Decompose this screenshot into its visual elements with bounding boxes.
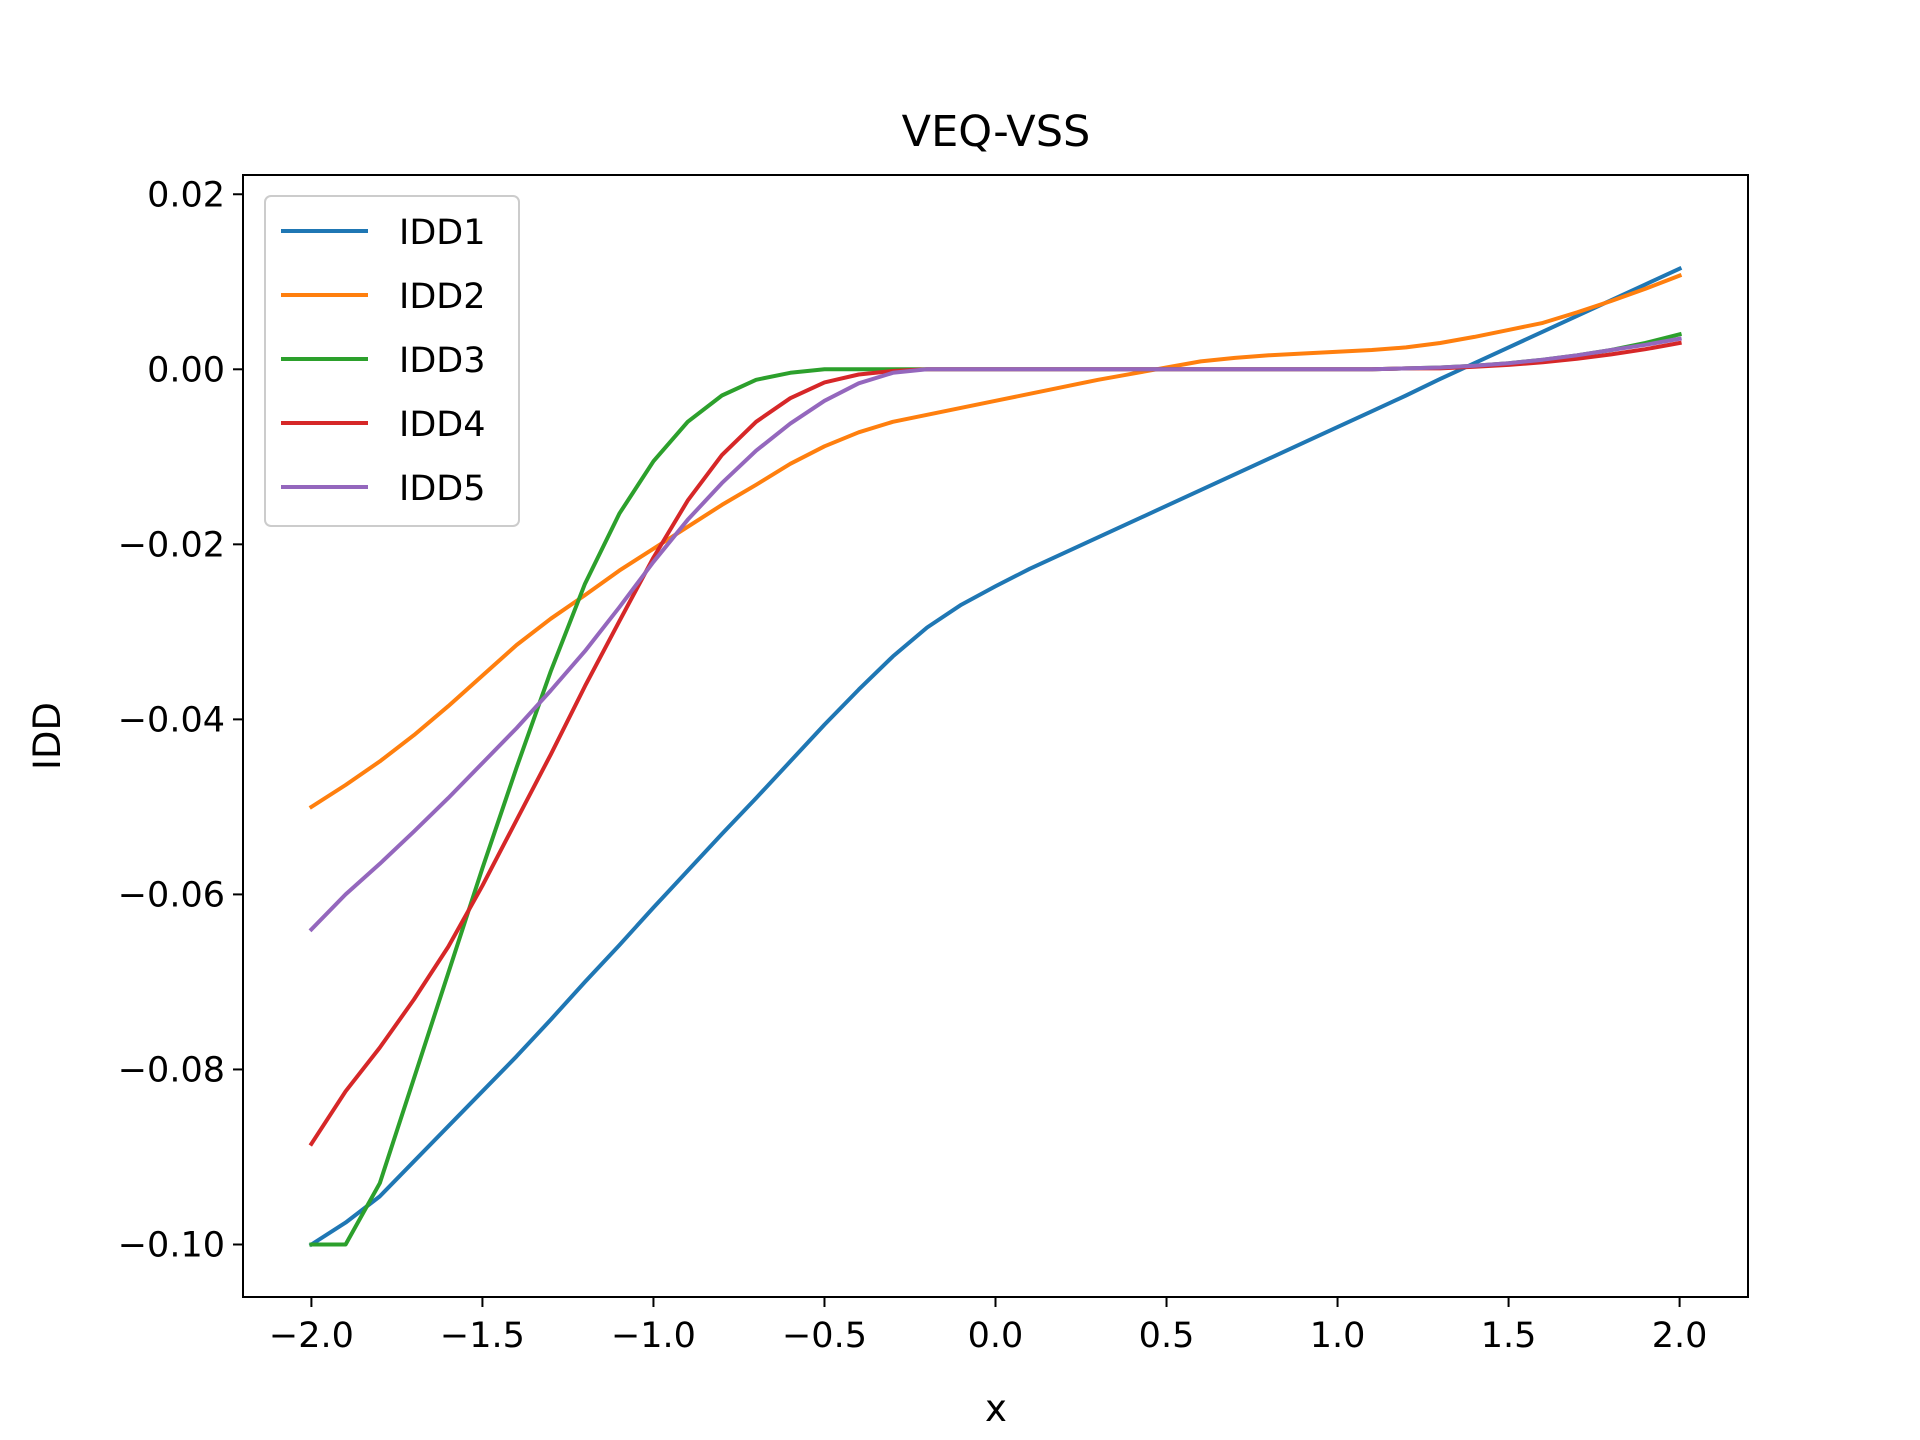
x-axis-label: x xyxy=(985,1387,1007,1430)
x-tick-label: 0.0 xyxy=(968,1316,1024,1356)
chart-title: VEQ-VSS xyxy=(902,107,1091,157)
x-tick-label: −0.5 xyxy=(782,1316,867,1356)
x-tick-label: −1.0 xyxy=(611,1316,696,1356)
legend-label-idd5: IDD5 xyxy=(399,469,486,509)
x-tick-label: 0.5 xyxy=(1139,1316,1195,1356)
y-tick-label: 0.00 xyxy=(147,350,225,390)
y-tick-label: −0.10 xyxy=(118,1225,225,1265)
series-line-idd1 xyxy=(308,265,1683,1248)
x-tick-label: 2.0 xyxy=(1652,1316,1708,1356)
series-line-idd5 xyxy=(308,336,1682,933)
legend: IDD1 IDD2 IDD3 IDD4 IDD5 xyxy=(264,195,520,527)
x-axis-ticks: −2.0 −1.5 −1.0 −0.5 0.0 0.5 1.0 1.5 2.0 xyxy=(269,1297,1708,1356)
x-tick-label: −1.5 xyxy=(440,1316,525,1356)
x-tick-label: 1.5 xyxy=(1481,1316,1537,1356)
y-tick-label: −0.08 xyxy=(118,1050,225,1090)
legend-label-idd3: IDD3 xyxy=(399,341,486,381)
y-tick-label: 0.02 xyxy=(147,175,225,215)
y-axis-label: IDD xyxy=(26,702,69,770)
y-axis-ticks: 0.02 0.00 −0.02 −0.04 −0.06 −0.08 −0.10 xyxy=(118,175,243,1265)
series-line-idd2 xyxy=(308,273,1683,810)
legend-label-idd4: IDD4 xyxy=(399,405,486,445)
legend-box xyxy=(264,195,520,527)
x-tick-label: −2.0 xyxy=(269,1316,354,1356)
plot-lines xyxy=(308,265,1683,1248)
y-tick-label: −0.02 xyxy=(118,525,225,565)
y-tick-label: −0.04 xyxy=(118,700,225,740)
legend-label-idd2: IDD2 xyxy=(399,277,486,317)
legend-label-idd1: IDD1 xyxy=(399,213,486,253)
y-tick-label: −0.06 xyxy=(118,875,225,915)
x-tick-label: 1.0 xyxy=(1310,1316,1366,1356)
